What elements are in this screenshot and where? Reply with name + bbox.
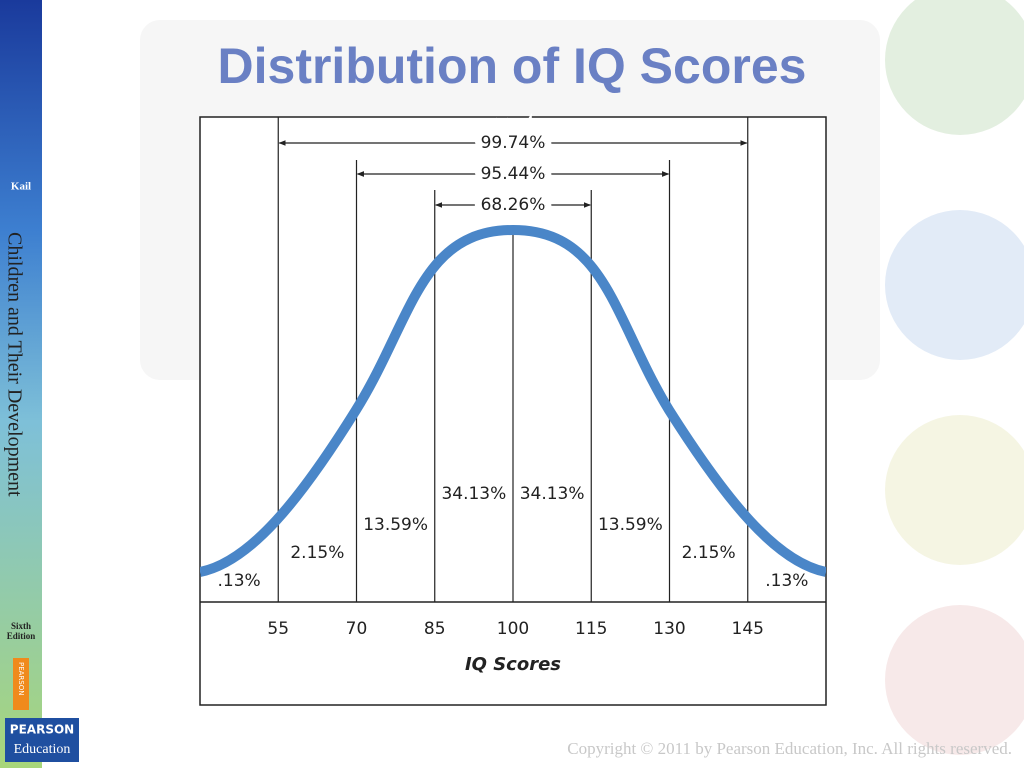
region-label: 34.13% — [520, 484, 585, 504]
region-label: .13% — [218, 571, 261, 591]
sidebar-book: Children and Their Development — [3, 232, 25, 497]
x-tick-label: 100 — [497, 619, 529, 639]
x-tick-label: 85 — [424, 619, 446, 639]
region-label: 2.15% — [682, 543, 736, 563]
x-tick-label: 70 — [346, 619, 368, 639]
logo — [5, 718, 79, 762]
x-tick-label: 55 — [267, 619, 289, 639]
logo-text: PEARSON — [10, 723, 74, 737]
range-label: 95.44% — [481, 164, 546, 184]
decor — [885, 605, 1024, 755]
sidebar — [0, 0, 42, 768]
region-label: 13.59% — [363, 515, 428, 535]
x-axis-label: IQ Scores — [465, 654, 561, 675]
region-label: 13.59% — [598, 515, 663, 535]
sidebar-tab-text: PEARSON — [17, 662, 25, 696]
x-tick-label: 145 — [732, 619, 764, 639]
sidebar-edition: Edition — [7, 631, 36, 641]
decor — [885, 0, 1024, 135]
x-tick-label: 130 — [653, 619, 685, 639]
copyright: Copyright © 2011 by Pearson Education, I… — [567, 739, 1012, 758]
region-label: .13% — [765, 571, 808, 591]
range-label: 68.26% — [481, 195, 546, 215]
range-label: 99.74% — [481, 133, 546, 153]
x-tick-label: 115 — [575, 619, 607, 639]
sidebar-edition: Sixth — [11, 621, 31, 631]
slide-title: Distribution of IQ Scores — [218, 38, 807, 94]
region-label: 34.13% — [441, 484, 506, 504]
logo-text: Education — [14, 742, 71, 757]
sidebar-author: Kail — [11, 181, 31, 193]
decor — [885, 415, 1024, 565]
region-label: 2.15% — [290, 543, 344, 563]
decor — [885, 210, 1024, 360]
sidebar-tab — [13, 658, 29, 710]
normal-curve — [200, 224, 826, 577]
